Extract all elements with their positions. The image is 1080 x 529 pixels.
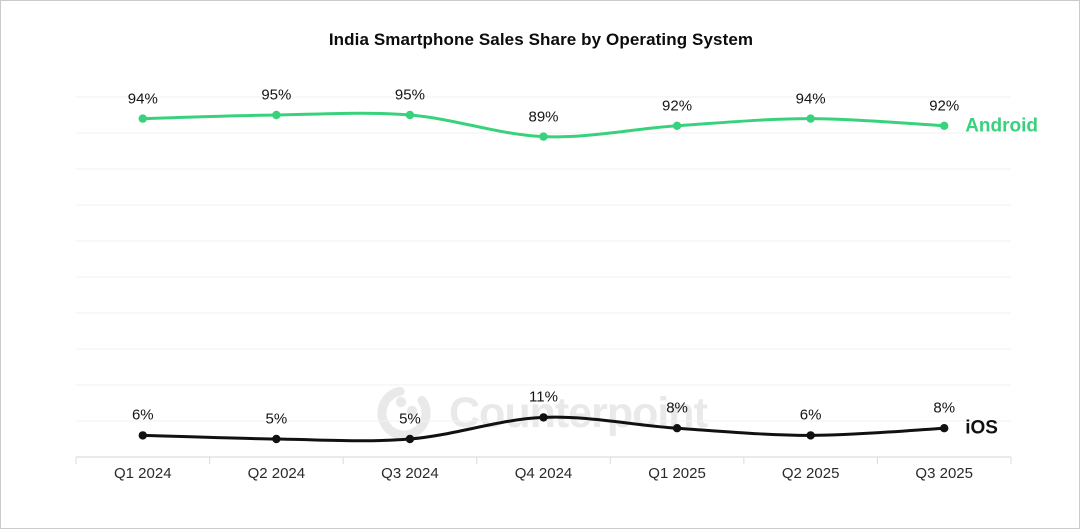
data-point-ios	[672, 424, 682, 433]
data-point-android	[138, 114, 147, 123]
data-point-android	[272, 110, 281, 120]
data-point-android	[806, 114, 815, 123]
data-point-android	[672, 121, 682, 130]
data-point-android	[405, 110, 415, 120]
data-point-android	[940, 121, 949, 130]
data-point-ios	[138, 431, 147, 440]
chart-title: India Smartphone Sales Share by Operatin…	[328, 30, 754, 49]
data-point-ios	[539, 413, 548, 422]
data-point-ios	[405, 434, 415, 444]
data-point-android	[539, 132, 548, 141]
data-point-ios	[940, 424, 949, 433]
data-point-ios	[272, 434, 281, 444]
data-point-ios	[806, 431, 815, 440]
counterpoint-logo-icon	[377, 386, 431, 440]
